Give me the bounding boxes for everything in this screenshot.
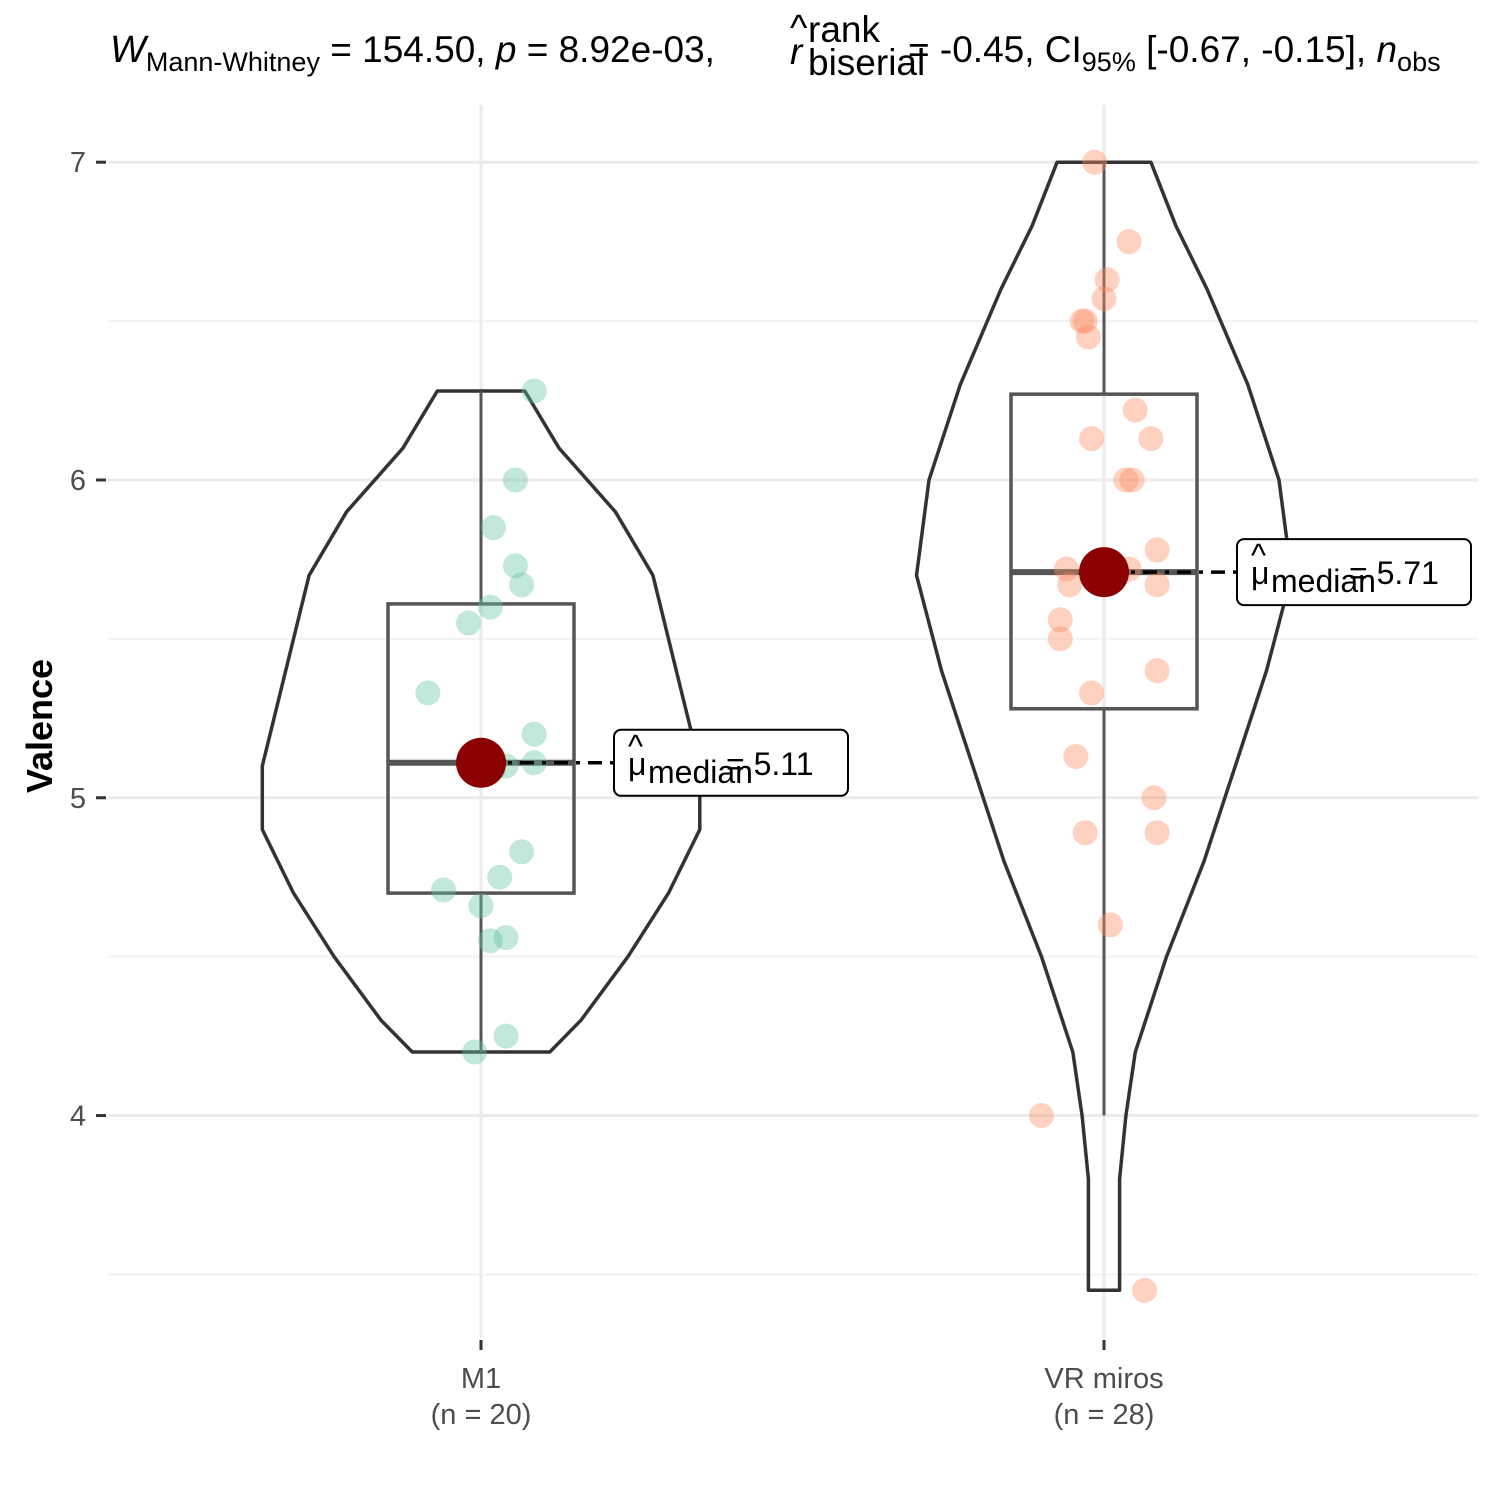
median-label-box-1: [1236, 538, 1472, 607]
median-label-sub-1: median: [1271, 563, 1376, 599]
y-axis-label: Valence: [19, 659, 60, 793]
chart-title: WMann-Whitney = 154.50, p = 8.92e-03,: [110, 29, 715, 77]
median-label-hat-0: ^: [628, 728, 643, 764]
title-p-val: = 8.92e-03,: [516, 29, 715, 70]
data-point-0-12: [415, 680, 441, 706]
data-point-1-26: [1029, 1103, 1054, 1129]
title-r-sub: biserial: [808, 42, 925, 83]
data-point-0-2: [477, 928, 503, 954]
data-point-1-0: [1082, 149, 1108, 175]
data-point-1-13: [1054, 556, 1079, 582]
data-point-1-22: [1141, 785, 1167, 811]
data-point-1-21: [1063, 743, 1089, 769]
x-tick-label-1: VR miros: [1044, 1363, 1163, 1395]
title-r-val: = -0.45, CI: [908, 29, 1082, 70]
data-point-0-18: [502, 467, 528, 493]
title-n: n: [1376, 29, 1397, 70]
median-label-value-0: = 5.11: [726, 746, 813, 782]
title-n-sub: obs: [1397, 47, 1441, 77]
median-label-mu-0: μ: [628, 746, 646, 782]
data-point-0-15: [509, 572, 535, 598]
y-tick-label-7: 7: [70, 147, 86, 179]
data-point-1-8: [1079, 426, 1104, 452]
x-tick-label-0: M1: [461, 1363, 501, 1395]
data-point-1-4: [1069, 308, 1095, 334]
x-tick-n-label-1: (n = 28): [1054, 1399, 1155, 1431]
title-ci-sub: 95%: [1082, 47, 1136, 77]
median-point-1: [1079, 547, 1129, 598]
median-point-0: [456, 737, 506, 788]
y-tick-label-6: 6: [70, 465, 86, 497]
median-label-mu-1: μ: [1251, 555, 1269, 591]
data-point-0-4: [468, 893, 494, 919]
y-tick-label-5: 5: [70, 783, 86, 815]
grid-lines: [108, 105, 1478, 1338]
title-w: W: [110, 29, 149, 71]
violin-0: [260, 389, 702, 1054]
median-label-sub-0: median: [648, 754, 753, 790]
data-point-1-3: [1091, 286, 1117, 312]
data-points: [415, 149, 1170, 1303]
axes: 4 5 6 7 M1 (n = 20) VR miros (n = 28): [70, 147, 1164, 1431]
data-point-1-9: [1138, 426, 1164, 452]
data-point-1-24: [1144, 820, 1170, 846]
median-label-hat-1: ^: [1251, 537, 1266, 573]
data-point-1-12: [1144, 537, 1170, 563]
median-label-box-0: [613, 728, 849, 797]
box-0: [386, 602, 576, 895]
data-point-1-5: [1072, 308, 1098, 334]
median-markers: [456, 547, 1237, 788]
data-point-1-17: [1047, 607, 1073, 633]
data-point-1-11: [1119, 467, 1145, 493]
title-p: p: [495, 29, 517, 70]
data-point-0-14: [477, 594, 503, 620]
data-point-0-7: [509, 839, 535, 865]
data-point-1-23: [1072, 820, 1098, 846]
x-tick-n-label-0: (n = 20): [431, 1399, 532, 1431]
data-point-0-5: [431, 877, 456, 903]
title-r-hat: ^: [790, 7, 808, 48]
data-point-0-6: [487, 864, 513, 890]
title-ci-val: [-0.67, -0.15],: [1136, 29, 1377, 70]
data-point-0-11: [521, 721, 547, 747]
title-tail: = -0.45, CI95% [-0.67, -0.15], nobs: [908, 29, 1441, 77]
data-point-1-20: [1079, 680, 1104, 706]
data-point-0-13: [456, 610, 481, 636]
box-1: [1009, 392, 1199, 711]
data-point-1-25: [1097, 912, 1123, 938]
data-point-0-0: [462, 1039, 488, 1065]
violin-1: [914, 160, 1294, 1293]
title-w-sub: Mann-Whitney: [146, 47, 321, 77]
data-point-1-6: [1075, 324, 1101, 350]
data-point-0-3: [493, 925, 519, 951]
median-annotations: ^μ median = 5.11^μ median = 5.71: [613, 537, 1472, 797]
data-point-0-10: [521, 750, 547, 776]
data-point-0-19: [521, 378, 547, 404]
data-point-0-16: [502, 553, 528, 579]
title-r-block: r ^ rank biserial: [790, 7, 925, 83]
data-point-1-2: [1094, 267, 1120, 293]
title-r: r: [790, 31, 804, 72]
data-point-0-17: [481, 515, 506, 541]
data-point-1-7: [1122, 397, 1148, 423]
median-label-value-1: = 5.71: [1349, 555, 1439, 591]
data-point-1-16: [1144, 572, 1170, 598]
title-w-val: = 154.50,: [320, 29, 496, 70]
title-r-sup: rank: [808, 9, 880, 50]
data-point-1-15: [1057, 572, 1083, 598]
data-point-1-18: [1047, 626, 1073, 652]
data-point-1-1: [1116, 229, 1142, 255]
violins: [260, 160, 1294, 1293]
y-tick-label-4: 4: [70, 1101, 86, 1133]
data-point-1-10: [1113, 467, 1139, 493]
data-point-0-1: [493, 1023, 519, 1049]
data-point-1-19: [1144, 658, 1170, 684]
data-point-1-27: [1132, 1277, 1158, 1303]
